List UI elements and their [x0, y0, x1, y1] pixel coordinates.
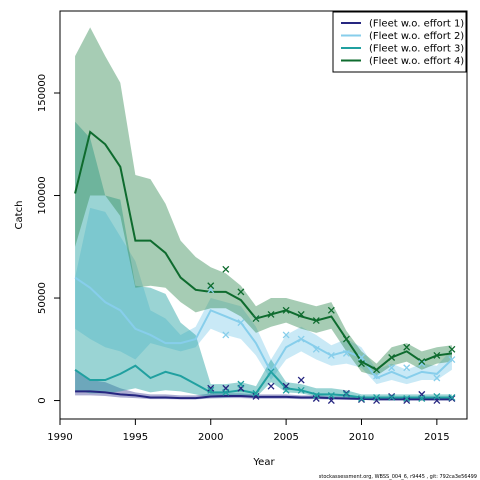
obs-point-series-2: [358, 354, 365, 361]
x-tick-label: 2015: [424, 432, 449, 443]
obs-point-series-3: [252, 389, 260, 397]
x-tick-label: 2000: [198, 432, 223, 443]
obs-point-series-2: [297, 335, 305, 343]
confidence-bands: [75, 27, 452, 401]
obs-point-series-1: [297, 376, 305, 384]
obs-point-series-1: [342, 389, 350, 397]
obs-point-series-3: [433, 392, 441, 400]
obs-point-series-2: [327, 351, 335, 359]
observations: [207, 265, 456, 405]
obs-point-series-4: [282, 306, 290, 314]
obs-point-series-3: [358, 395, 365, 402]
obs-point-series-1: [448, 395, 456, 402]
obs-point-series-4: [342, 335, 350, 343]
obs-point-series-1: [373, 397, 381, 405]
obs-point-series-4: [207, 282, 215, 290]
obs-point-series-2: [433, 374, 441, 382]
obs-point-series-4: [418, 358, 426, 366]
line-series-2: [74, 276, 453, 380]
x-axis-title: Year: [252, 457, 275, 468]
plot-frame: [59, 10, 468, 420]
obs-point-series-4: [297, 310, 305, 318]
obs-point-series-2: [448, 356, 456, 364]
obs-point-series-4: [252, 315, 260, 322]
obs-point-series-1: [403, 397, 411, 405]
obs-point-series-4: [388, 354, 396, 361]
legend-label-3: (Fleet w.o. effort 3): [369, 44, 464, 55]
obs-point-series-2: [237, 319, 245, 327]
obs-point-series-1: [252, 392, 260, 400]
obs-point-series-3: [327, 391, 335, 399]
x-axis: 1990 1995 2000 2005 2010 2015: [47, 419, 450, 443]
y-tick-label: 100000: [37, 176, 48, 214]
legend-label-4: (Fleet w.o. effort 4): [369, 56, 464, 67]
obs-point-series-3: [222, 388, 230, 396]
obs-point-series-4: [358, 360, 365, 368]
obs-point-series-2: [418, 360, 426, 368]
obs-point-series-3: [312, 391, 320, 399]
band-series-3: [75, 121, 452, 399]
obs-point-series-3: [297, 386, 305, 394]
obs-point-series-3: [373, 394, 381, 401]
obs-point-series-1: [388, 392, 396, 400]
obs-point-series-3: [388, 394, 396, 401]
obs-point-series-3: [237, 380, 245, 388]
legend: (Fleet w.o. effort 1)(Fleet w.o. effort …: [332, 11, 467, 73]
y-axis-title: Catch: [14, 201, 25, 230]
y-tick-label: 50000: [37, 282, 48, 314]
obs-point-series-1: [207, 384, 215, 392]
legend-label-1: (Fleet w.o. effort 1): [369, 19, 464, 30]
y-tick-label: 0: [37, 397, 48, 403]
obs-point-series-1: [327, 397, 335, 405]
obs-point-series-3: [267, 368, 275, 376]
obs-point-series-4: [448, 345, 456, 353]
obs-point-series-4: [433, 351, 441, 359]
obs-point-series-3: [403, 395, 411, 402]
obs-point-series-4: [267, 310, 275, 318]
obs-point-series-4: [237, 288, 245, 296]
x-tick-label: 2005: [273, 432, 298, 443]
obs-point-series-2: [312, 345, 320, 353]
obs-point-series-4: [222, 265, 230, 273]
obs-point-series-1: [267, 382, 275, 390]
band-series-4: [75, 27, 452, 376]
obs-point-series-4: [403, 343, 411, 351]
obs-point-series-3: [418, 395, 426, 402]
x-tick-label: 1990: [47, 432, 72, 443]
obs-point-series-2: [403, 364, 411, 372]
obs-point-series-3: [282, 386, 290, 394]
legend-box: [332, 11, 467, 73]
legend-label-2: (Fleet w.o. effort 2): [369, 31, 464, 42]
x-tick-label: 1995: [123, 432, 148, 443]
obs-point-series-4: [312, 317, 320, 325]
obs-point-series-3: [342, 390, 350, 398]
footer-note: stockassessment.org, WBSS_004_6, r9445 ,…: [319, 474, 477, 480]
obs-point-series-2: [222, 331, 230, 339]
y-tick-label: 150000: [37, 74, 48, 112]
obs-point-series-1: [358, 396, 365, 403]
y-axis: 0 50000 100000 150000: [37, 74, 60, 404]
x-tick-label: 2010: [349, 432, 374, 443]
band-series-2: [75, 207, 452, 385]
obs-point-series-4: [327, 306, 335, 314]
obs-point-series-3: [207, 386, 215, 394]
line-series-3: [74, 364, 452, 399]
obs-point-series-1: [312, 395, 320, 402]
plot-background: [60, 11, 467, 419]
obs-point-series-2: [373, 372, 381, 380]
obs-point-series-2: [342, 349, 350, 357]
obs-point-series-2: [388, 364, 396, 372]
obs-point-series-2: [282, 331, 290, 339]
obs-point-series-3: [448, 394, 456, 401]
obs-point-series-4: [373, 366, 381, 374]
